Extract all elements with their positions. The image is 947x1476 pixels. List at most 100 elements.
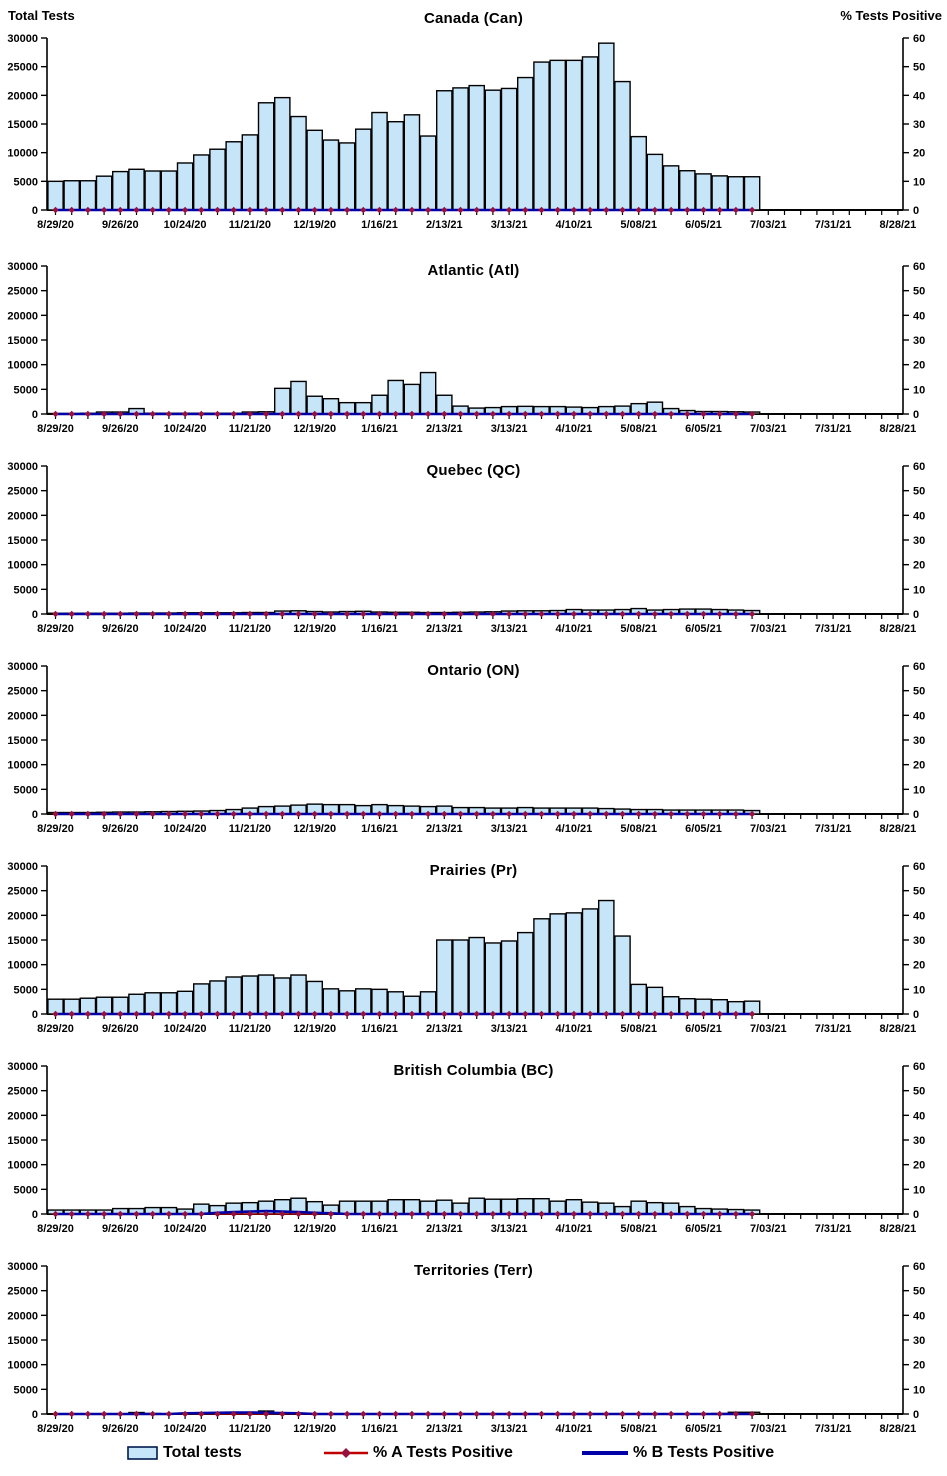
x-tick-label: 10/24/20 (164, 219, 207, 231)
x-tick-label: 8/28/21 (880, 1023, 917, 1035)
right-tick-label: 0 (913, 1409, 919, 1421)
pct-a-marker (716, 1410, 723, 1418)
bar (209, 980, 226, 1015)
x-tick-label: 2/13/21 (426, 623, 463, 635)
left-tick-label: 20000 (7, 90, 38, 102)
pct-a-marker (327, 1210, 335, 1218)
pct-a-marker (522, 206, 529, 214)
pct-a-marker (84, 1010, 92, 1018)
x-tick-label: 7/31/21 (815, 1023, 852, 1035)
pct-a-marker (84, 1410, 92, 1418)
pct-a-marker (684, 1210, 691, 1218)
x-tick-label: 2/13/21 (426, 1223, 463, 1235)
pct-a-marker (586, 810, 594, 818)
bar (192, 154, 210, 211)
pct-a-marker (538, 1410, 545, 1418)
pct-a-marker (424, 1010, 432, 1018)
right-axis-title: % Tests Positive (840, 8, 942, 23)
x-tick-label: 8/29/20 (37, 423, 74, 435)
pct-a-marker (165, 1010, 173, 1018)
pct-a-marker (505, 1210, 513, 1218)
pct-a-marker (311, 410, 318, 418)
pct-a-marker (473, 1010, 480, 1018)
pct-a-marker (700, 1410, 707, 1418)
pct-a-marker (441, 410, 448, 418)
pct-a-marker (392, 410, 399, 418)
pct-a-marker (635, 410, 642, 418)
chart-canada: 30000 60 25000 50 20000 40 15000 30 10000 20 5000 1… (7, 33, 925, 231)
legend-label: Total tests (163, 1444, 242, 1461)
bar (225, 976, 243, 1015)
pct-a-marker (489, 1010, 497, 1018)
left-tick-label: 15000 (7, 1135, 38, 1147)
bar (533, 61, 550, 211)
pct-a-marker (181, 1010, 189, 1018)
pct-a-marker (603, 1410, 610, 1418)
pct-a-marker (538, 1010, 545, 1018)
pct-a-marker (651, 1410, 659, 1418)
pct-a-marker (392, 610, 399, 618)
x-tick-label: 7/31/21 (815, 423, 852, 435)
pct-a-marker (100, 206, 108, 214)
pct-a-marker (230, 610, 237, 618)
x-tick-label: 1/16/21 (361, 1023, 398, 1035)
pct-a-marker (732, 1210, 740, 1218)
bar (662, 165, 680, 211)
bar (225, 141, 243, 211)
pct-a-marker (586, 610, 594, 618)
pct-a-marker (311, 1010, 318, 1018)
pct-a-marker (68, 206, 75, 214)
left-tick-label: 5000 (14, 784, 38, 796)
x-tick-label: 7/03/21 (750, 1423, 787, 1435)
legend-item-pct-a: % A Tests Positive (322, 1444, 513, 1462)
pct-a-marker (586, 1010, 594, 1018)
pct-a-marker (489, 206, 497, 214)
x-tick-label: 2/13/21 (426, 219, 463, 231)
pct-a-marker (52, 610, 59, 618)
pct-a-marker (52, 1410, 59, 1418)
pct-a-marker (295, 810, 302, 818)
panel-title-atlantic: Atlantic (Atl) (427, 262, 520, 279)
bar (160, 170, 178, 211)
pct-a-marker (360, 610, 367, 618)
left-tick-label: 0 (32, 1009, 38, 1021)
pct-a-marker (149, 610, 156, 618)
bar (79, 180, 97, 211)
pct-a-marker (376, 1210, 383, 1218)
pct-a-marker (133, 610, 140, 618)
bar (63, 180, 80, 211)
pct-a-marker (68, 610, 75, 618)
right-tick-label: 50 (913, 486, 925, 498)
pct-a-marker (684, 410, 691, 418)
right-tick-label: 50 (913, 686, 925, 698)
right-tick-label: 60 (913, 861, 925, 873)
x-tick-label: 4/10/21 (556, 1423, 593, 1435)
pct-a-marker (684, 1010, 691, 1018)
legend-item-pct-b: % B Tests Positive (580, 1444, 774, 1462)
bar (419, 371, 437, 415)
pct-a-marker (603, 1010, 610, 1018)
pct-a-marker (262, 610, 270, 618)
pct-a-marker (651, 1010, 659, 1018)
pct-a-marker (230, 410, 237, 418)
x-tick-label: 7/31/21 (815, 623, 852, 635)
bar (176, 162, 194, 211)
x-tick-label: 4/10/21 (556, 423, 593, 435)
pct-a-marker (117, 1210, 124, 1218)
right-tick-label: 0 (913, 809, 919, 821)
pct-a-marker (327, 410, 335, 418)
bar (257, 974, 275, 1015)
pct-a-marker (117, 810, 124, 818)
x-tick-label: 8/28/21 (880, 219, 917, 231)
pct-a-marker (473, 810, 480, 818)
bar (176, 990, 194, 1015)
left-tick-label: 25000 (7, 286, 38, 298)
pct-a-marker (570, 1210, 578, 1218)
x-tick-label: 8/29/20 (37, 1023, 74, 1035)
pct-a-marker (295, 1010, 302, 1018)
pct-a-marker (522, 1210, 529, 1218)
x-tick-label: 12/19/20 (293, 823, 336, 835)
pct-a-marker (311, 206, 318, 214)
right-tick-label: 40 (913, 90, 925, 102)
pct-a-marker (360, 410, 367, 418)
